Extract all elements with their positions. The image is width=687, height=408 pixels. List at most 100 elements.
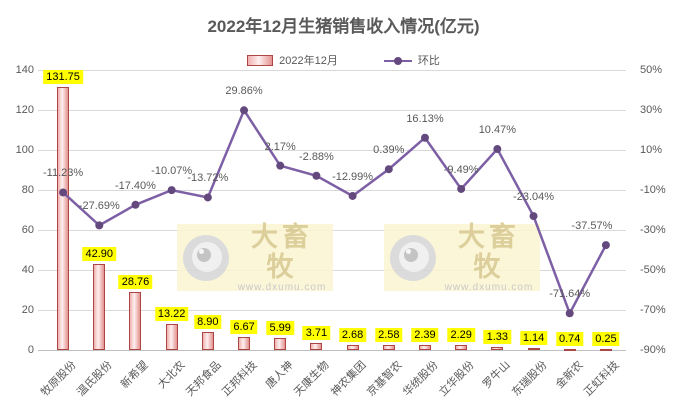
line-point-label: -2.88% xyxy=(298,150,334,163)
bar xyxy=(346,344,359,350)
bar xyxy=(491,347,504,350)
bar-value-label: 5.99 xyxy=(266,321,294,336)
line-marker xyxy=(312,171,321,180)
category-label: 温氏股份 xyxy=(75,359,115,399)
line-point-label: -17.40% xyxy=(114,179,156,192)
line-point-label: -27.69% xyxy=(78,200,120,213)
bar xyxy=(274,338,287,350)
left-axis-tick: 20 xyxy=(21,304,34,316)
line-point-label: -9.49% xyxy=(443,163,479,176)
line-point-label: -71.64% xyxy=(549,288,591,301)
bar xyxy=(382,344,395,350)
gridline xyxy=(38,310,626,311)
line-point-label: 16.13% xyxy=(406,112,444,125)
category-label: 正邦科技 xyxy=(220,359,260,399)
bar-value-label: 3.71 xyxy=(302,325,331,340)
eye-logo-icon xyxy=(183,234,229,281)
bar xyxy=(310,342,323,350)
bar xyxy=(201,332,214,350)
line-marker xyxy=(131,200,140,209)
category-label: 华统股份 xyxy=(400,359,441,399)
bar-value-label: 0.25 xyxy=(592,332,620,346)
watermark-left: 大畜牧 www.dxumu.com xyxy=(177,221,333,293)
category-label: 正虹科技 xyxy=(581,359,622,399)
bar-value-label: 2.68 xyxy=(338,327,367,342)
bar xyxy=(599,349,612,351)
right-axis-tick: -90% xyxy=(640,344,666,356)
left-axis-tick: 100 xyxy=(15,144,34,156)
line-point-label: 2.17% xyxy=(264,140,296,153)
watermark-url: www.dxumu.com xyxy=(444,281,534,293)
line-point-label: 10.47% xyxy=(478,124,516,137)
bar xyxy=(238,336,251,350)
watermark-right: 大畜牧 www.dxumu.com xyxy=(384,221,540,293)
bar-value-label: 13.22 xyxy=(154,306,189,321)
bar xyxy=(455,345,468,350)
line-point-label: -37.57% xyxy=(571,220,613,233)
bar-value-label: 2.39 xyxy=(411,328,439,343)
line-marker xyxy=(384,165,393,174)
bar-value-label: 28.76 xyxy=(118,275,153,290)
right-axis-tick: 10% xyxy=(640,144,663,156)
chart-title: 2022年12月生猪销售收入情况(亿元) xyxy=(207,17,480,36)
gridline xyxy=(38,110,626,111)
category-label: 神农集团 xyxy=(328,359,369,399)
bar-value-label: 8.90 xyxy=(194,315,222,330)
line-marker xyxy=(276,161,285,170)
line-point-label: -23.04% xyxy=(513,191,555,204)
legend-bar-label: 2022年12月 xyxy=(279,55,338,67)
line-marker xyxy=(601,241,610,250)
line-point-label: -13.72% xyxy=(187,172,229,185)
bar-value-label: 2.29 xyxy=(447,328,475,343)
left-axis-tick: 0 xyxy=(27,344,34,356)
bar-value-label: 42.90 xyxy=(82,247,117,262)
bar-value-label: 1.14 xyxy=(519,330,548,345)
legend-item-line: 环比 xyxy=(383,52,440,68)
legend-item-bar: 2022年12月 xyxy=(247,52,338,68)
category-label: 立华股份 xyxy=(437,359,477,399)
line-series-swatch-icon xyxy=(383,56,412,65)
bar xyxy=(165,323,178,350)
bar xyxy=(527,347,540,350)
right-axis-tick: -30% xyxy=(640,224,666,236)
right-axis-tick: -10% xyxy=(640,184,666,196)
left-axis-tick: 80 xyxy=(21,184,34,196)
bar-value-label: 6.67 xyxy=(230,319,258,334)
legend-line-label: 环比 xyxy=(417,55,440,67)
line-marker xyxy=(348,191,357,200)
gridline xyxy=(38,70,626,71)
right-axis-tick: -70% xyxy=(640,304,666,316)
bar-value-label: 2.58 xyxy=(375,327,403,342)
watermark-brand: 大畜牧 xyxy=(251,221,313,282)
category-label: 牧原股份 xyxy=(39,359,79,399)
bar-value-label: 1.33 xyxy=(483,330,512,345)
left-axis-tick: 60 xyxy=(21,224,34,236)
line-point-label: 29.86% xyxy=(225,85,263,98)
legend: 2022年12月 环比 xyxy=(0,52,687,68)
right-axis-tick: 30% xyxy=(640,104,663,116)
category-label: 新希望 xyxy=(119,359,152,391)
bar xyxy=(93,264,106,350)
category-label: 天康生物 xyxy=(292,359,333,399)
bar xyxy=(129,292,142,350)
right-axis-tick: 50% xyxy=(640,64,663,76)
bar xyxy=(57,86,70,350)
line-marker xyxy=(529,212,538,221)
bar xyxy=(418,345,431,350)
category-label: 东瑞股份 xyxy=(509,359,550,399)
line-marker xyxy=(420,133,429,142)
line-marker xyxy=(457,184,466,193)
watermark-url: www.dxumu.com xyxy=(237,281,327,293)
gridline xyxy=(38,350,626,351)
left-axis-tick: 140 xyxy=(15,64,34,76)
bar-value-label: 131.75 xyxy=(43,69,83,84)
right-axis-tick: -50% xyxy=(640,264,666,276)
line-point-label: -11.23% xyxy=(43,167,84,180)
watermark-brand: 大畜牧 xyxy=(458,221,520,282)
bar-series-swatch-icon xyxy=(247,54,274,66)
line-marker xyxy=(95,221,104,230)
left-axis-tick: 40 xyxy=(21,264,34,276)
left-axis-tick: 120 xyxy=(15,104,34,116)
bar-value-label: 0.74 xyxy=(556,331,584,346)
